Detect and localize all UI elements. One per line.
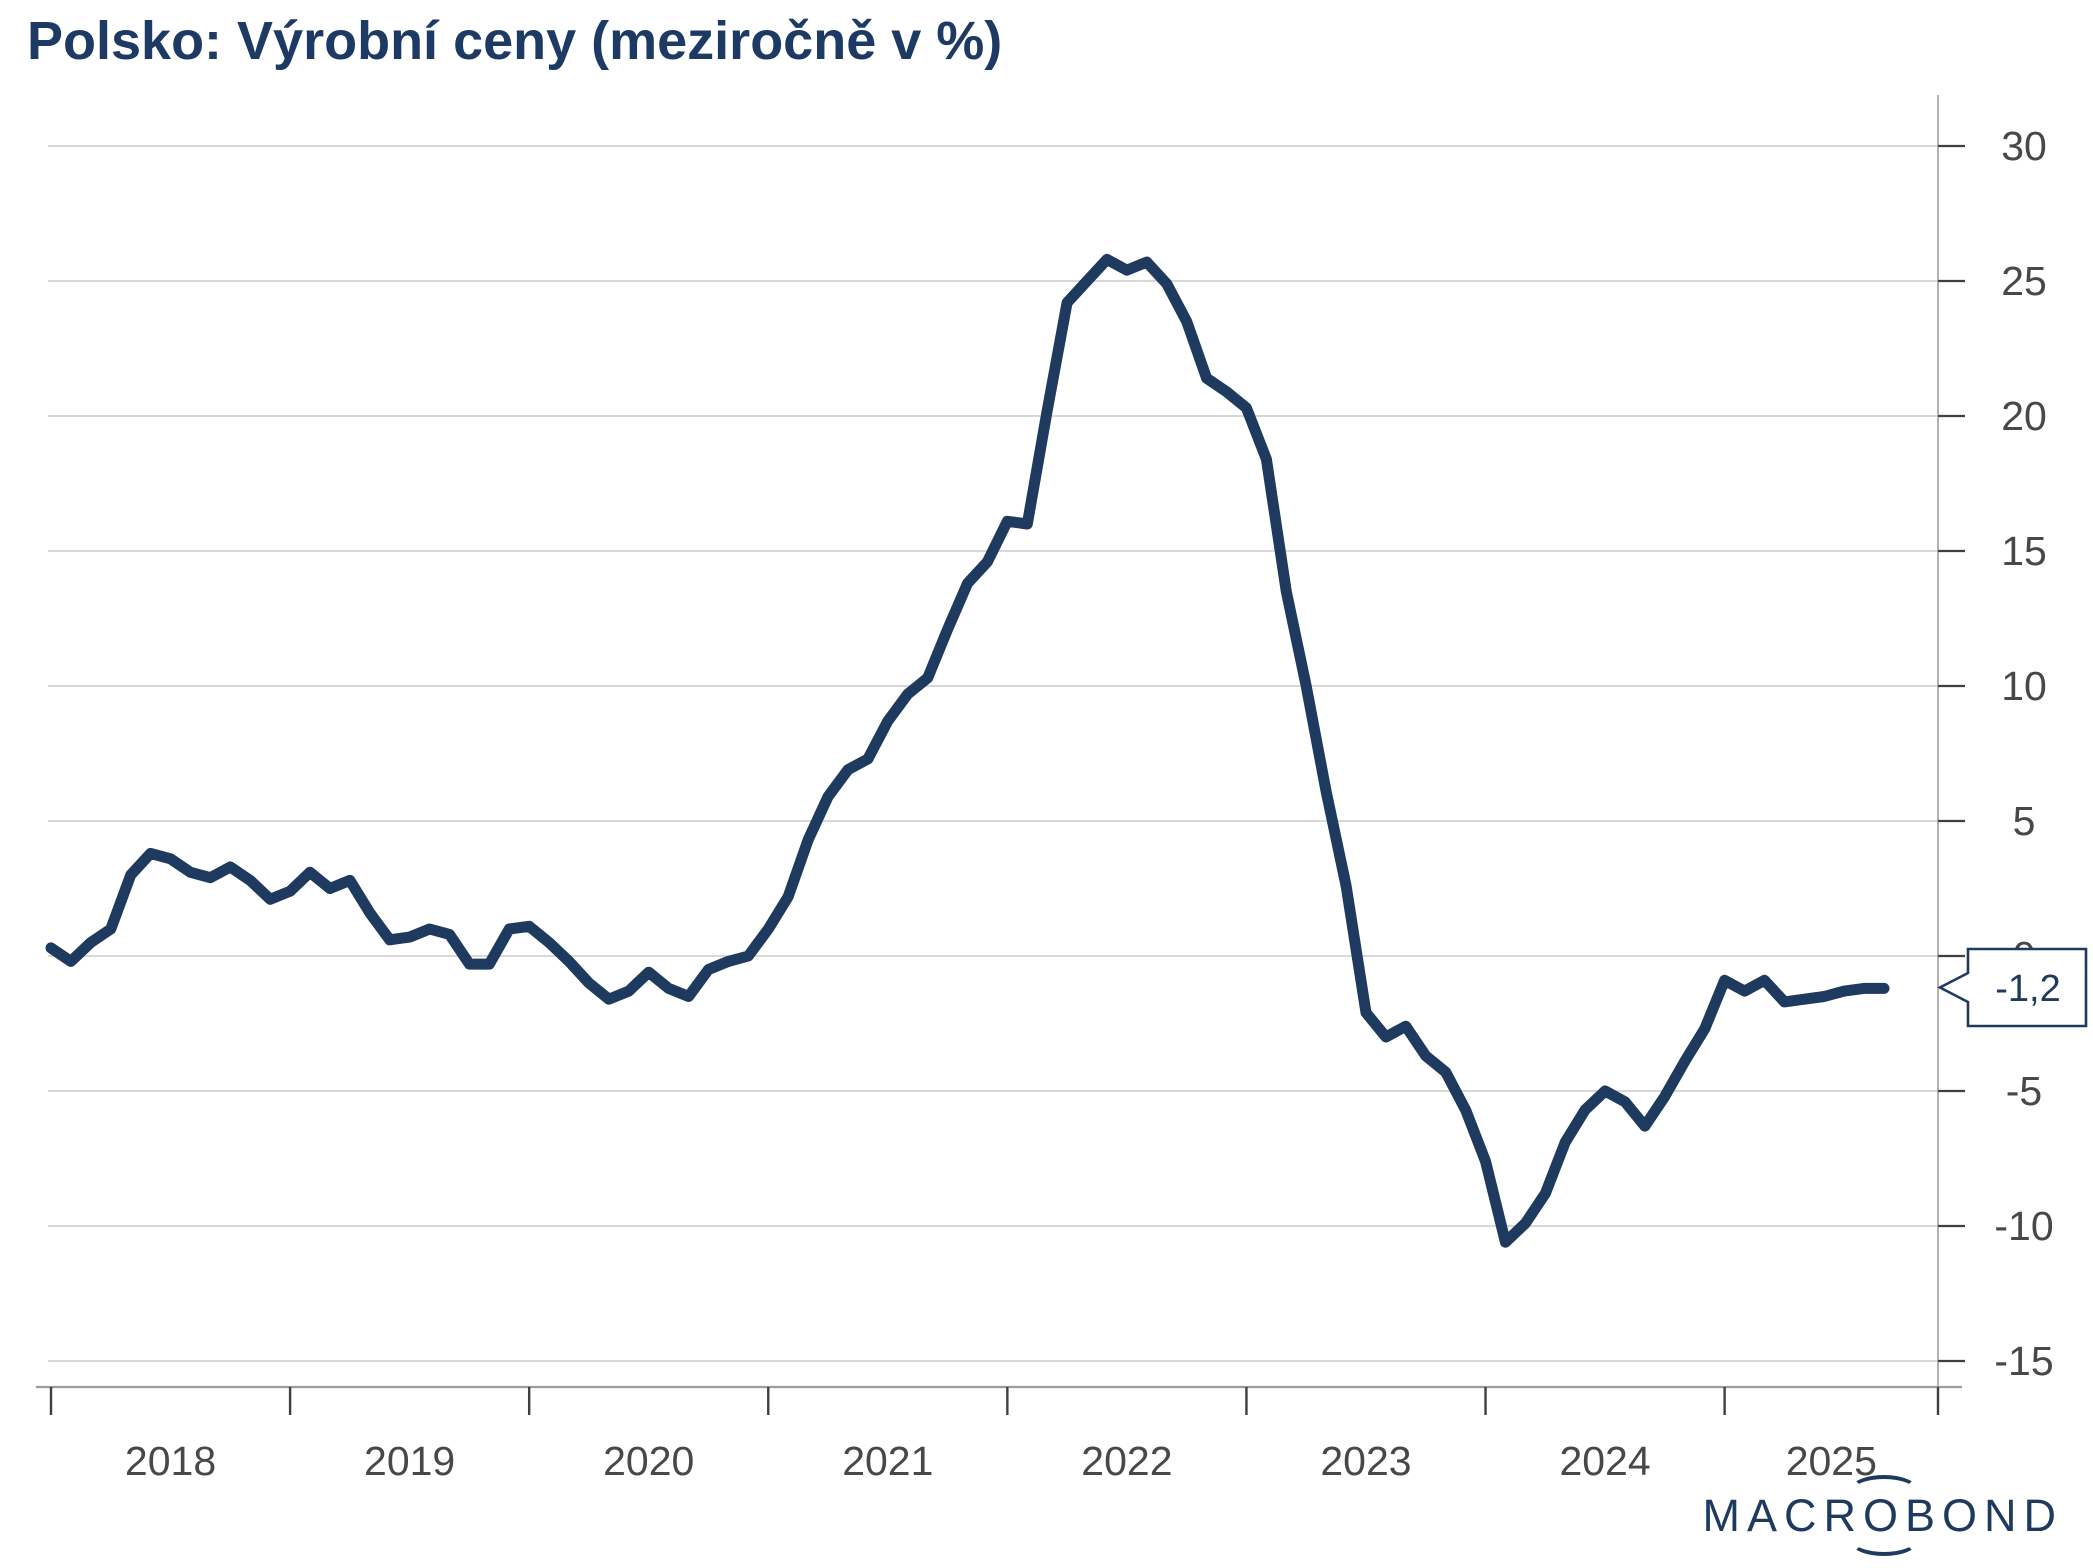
x-tick-label: 2024 — [1559, 1438, 1650, 1484]
y-tick-label: 25 — [2001, 258, 2047, 304]
y-tick-label: -15 — [1994, 1338, 2053, 1384]
macrobond-logo: MACROBOND — [1702, 1475, 2063, 1556]
callout-value: -1,2 — [1995, 968, 2060, 1010]
y-tick-label: -5 — [2006, 1068, 2042, 1114]
y-tick-label: 20 — [2001, 393, 2047, 439]
logo-text-pre: MACR — [1702, 1490, 1863, 1541]
y-tick-label: 5 — [2013, 798, 2036, 844]
logo-orbit-o: O — [1849, 1475, 1918, 1556]
x-tick-label: 2020 — [603, 1438, 694, 1484]
callout-bubble — [1937, 947, 2088, 1028]
x-tick-label: 2019 — [364, 1438, 455, 1484]
x-tick-label: 2022 — [1081, 1438, 1172, 1484]
logo-text-post: BOND — [1904, 1490, 2063, 1541]
x-tick-label: 2018 — [125, 1438, 216, 1484]
x-tick-label: 2023 — [1320, 1438, 1411, 1484]
y-tick-label: 15 — [2001, 528, 2047, 574]
y-tick-label: 10 — [2001, 663, 2047, 709]
chart-title: Polsko: Výrobní ceny (meziročně v %) — [27, 11, 1003, 71]
x-tick-label: 2021 — [842, 1438, 933, 1484]
y-tick-label: 30 — [2001, 123, 2047, 169]
x-tick-label: 2025 — [1786, 1438, 1877, 1484]
series-line — [45, 253, 1890, 1248]
y-tick-label: -10 — [1994, 1203, 2053, 1249]
